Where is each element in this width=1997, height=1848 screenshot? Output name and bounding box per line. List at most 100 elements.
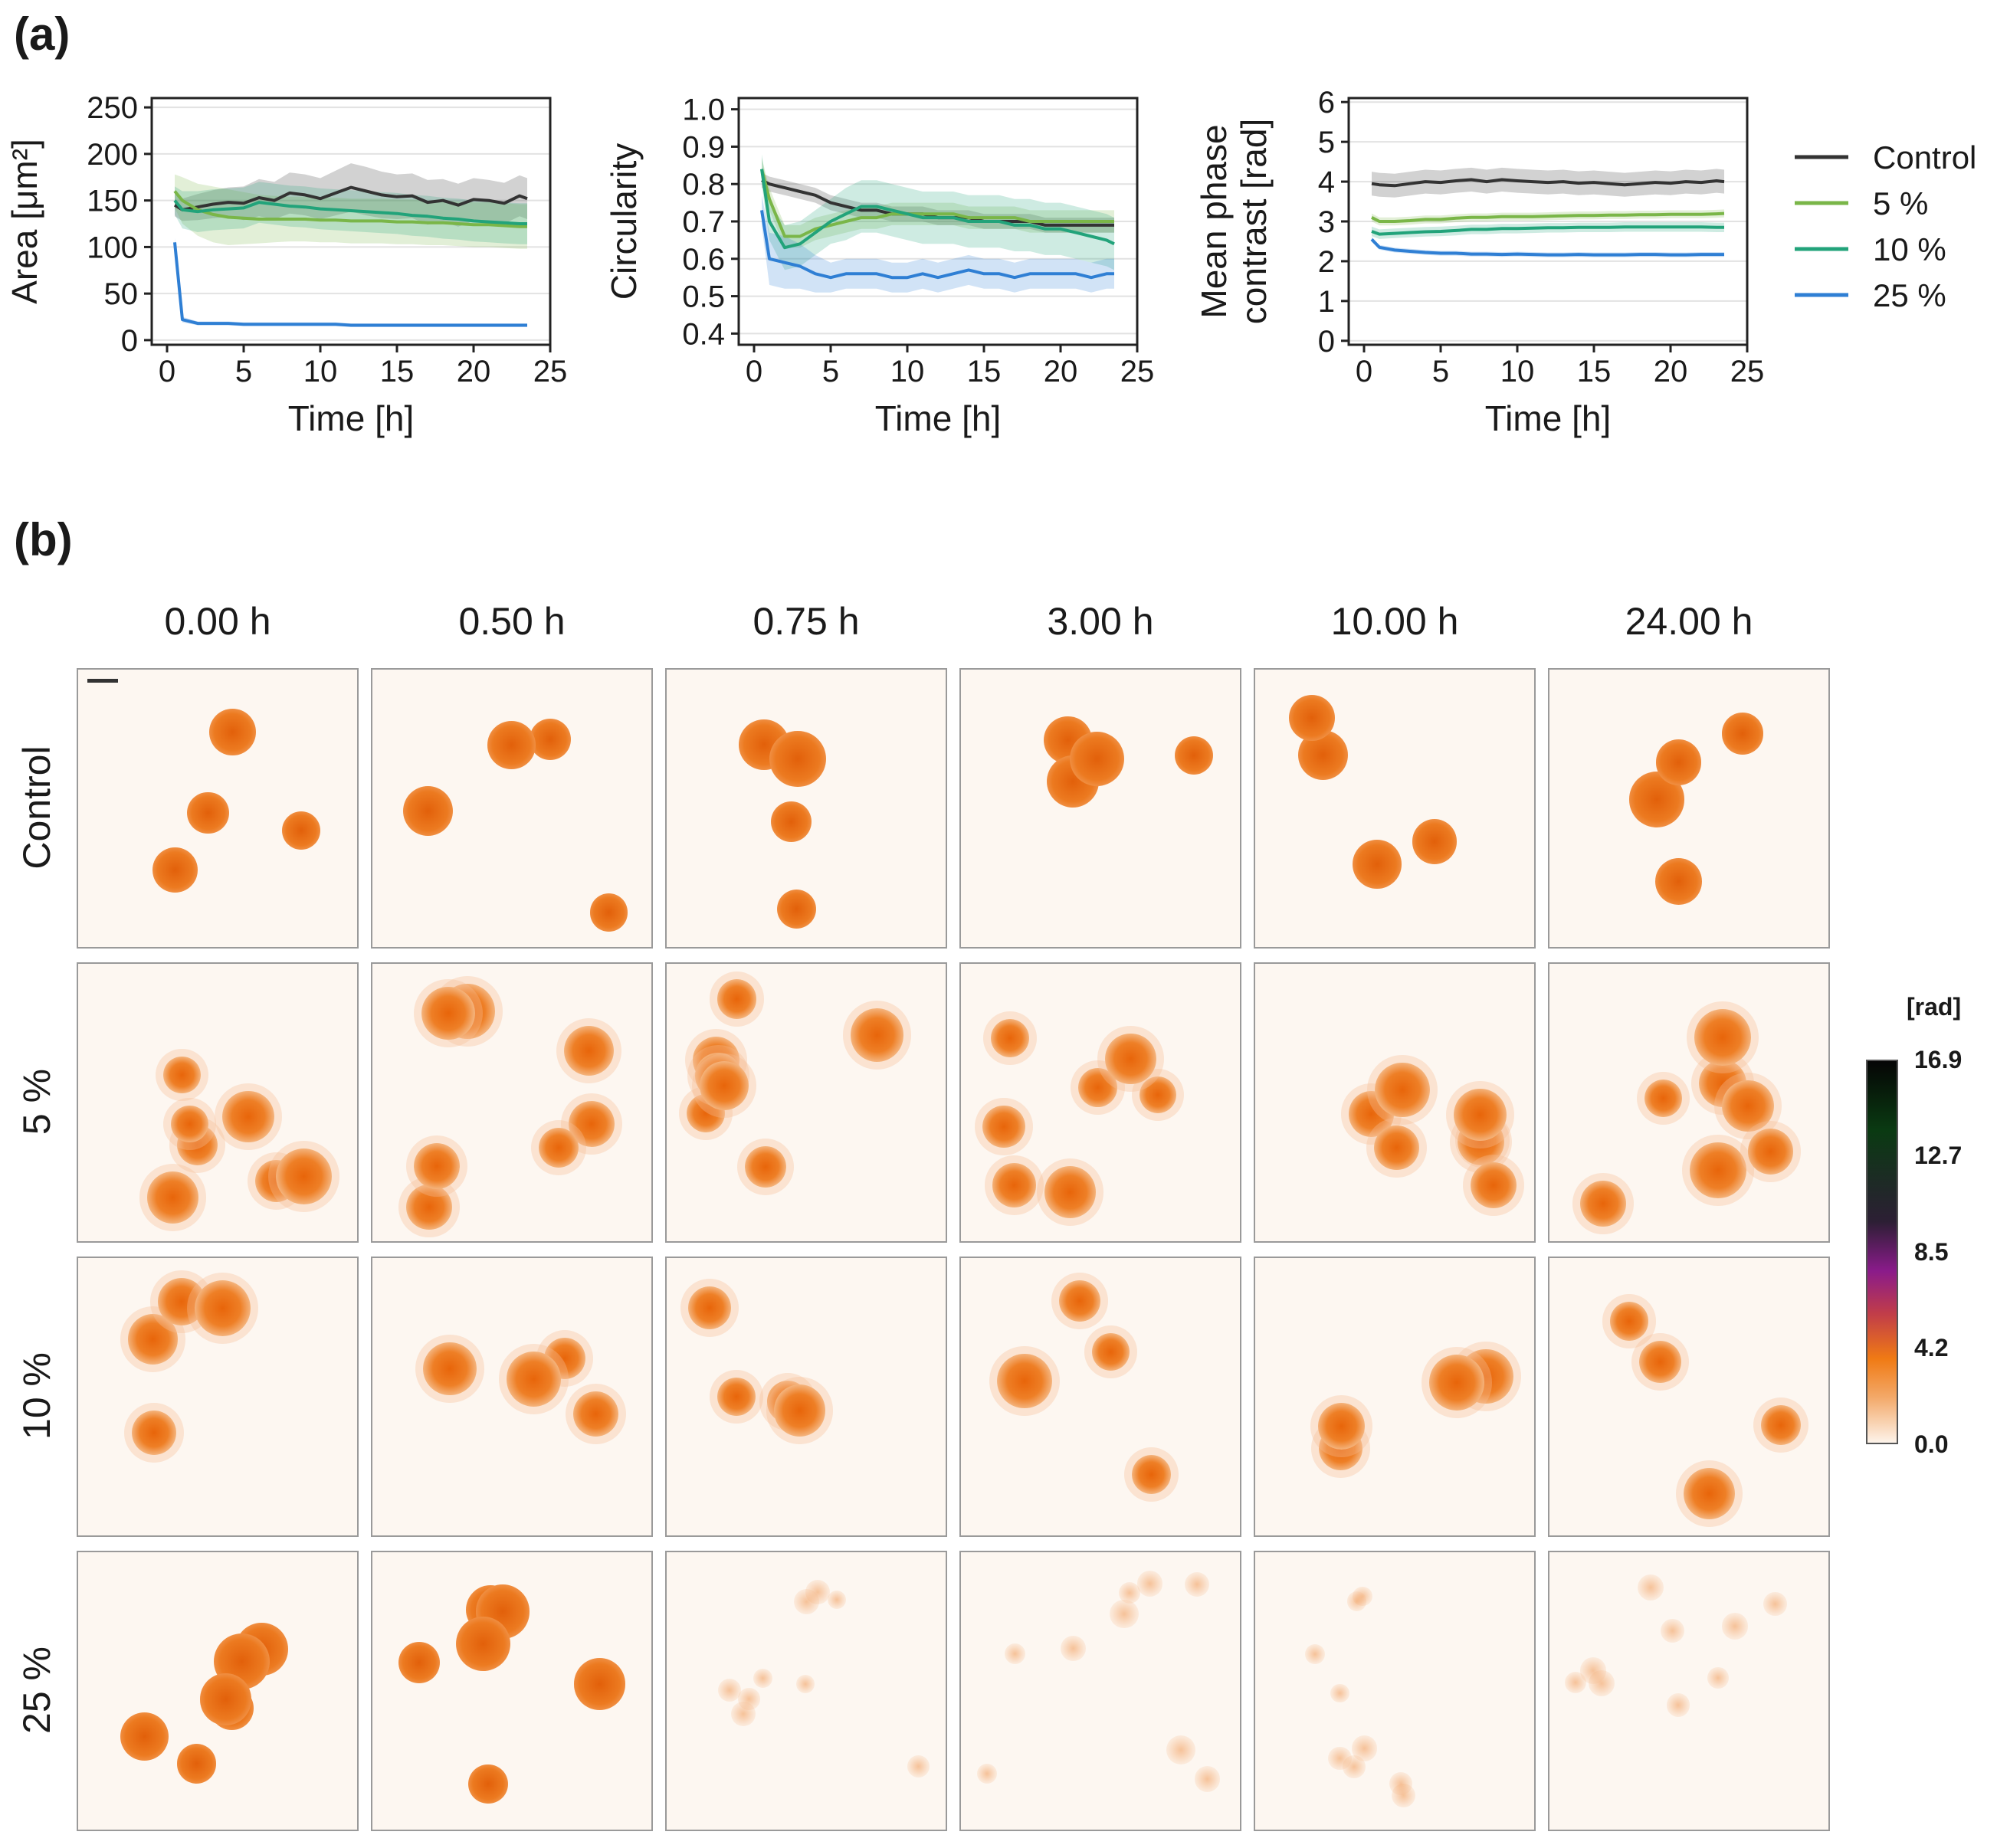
series-line-5pct: [1371, 211, 1725, 223]
micrograph-tile: [1254, 1257, 1536, 1537]
cell-blob: [769, 730, 826, 788]
series-line-control: [1371, 178, 1725, 188]
x-tick-label: 20: [457, 355, 491, 388]
condition-label: Control: [15, 745, 58, 870]
cell-blob: [1166, 1735, 1195, 1765]
cell-blob: [1689, 1142, 1746, 1199]
x-tick-label: 15: [1577, 355, 1612, 388]
cell-blob: [1185, 1571, 1210, 1597]
condition-label: 25 %: [15, 1646, 58, 1734]
micrograph-tile: [371, 962, 653, 1243]
x-tick-label: 10: [890, 355, 925, 388]
cell-blob: [976, 1763, 998, 1784]
legend-label: Control: [1873, 139, 1976, 175]
x-tick-label: 25: [533, 355, 568, 388]
cell-blob: [1330, 1683, 1350, 1703]
cell-blob: [163, 1056, 201, 1094]
legend-label: 5 %: [1873, 185, 1928, 221]
cell-blob: [1194, 1766, 1221, 1792]
cell-blob: [1454, 1088, 1507, 1142]
series-line-25pct: [173, 242, 527, 327]
colorbar-tick-label: 12.7: [1914, 1142, 1963, 1169]
y-tick-label: 250: [87, 91, 138, 125]
x-tick-label: 0: [746, 355, 762, 388]
cell-blob: [1004, 1643, 1026, 1664]
cell-blob: [991, 1019, 1030, 1058]
cell-blob: [1136, 1570, 1163, 1597]
cell-blob: [406, 1184, 452, 1230]
x-tick-label: 10: [1500, 355, 1535, 388]
y-tick-label: 150: [87, 185, 138, 218]
x-axis-label: Time [h]: [875, 398, 1001, 438]
band-25pct: [175, 238, 527, 327]
cell-blob: [744, 1146, 786, 1188]
micrograph-tile: [665, 1257, 947, 1537]
micrograph-tile: [959, 668, 1241, 949]
micrograph-tile: [77, 962, 359, 1243]
cell-blob: [222, 1090, 274, 1143]
band-control: [762, 172, 1114, 233]
micrograph-tile: [77, 668, 359, 949]
cell-blob: [506, 1352, 562, 1407]
cell-blob: [776, 889, 816, 929]
timepoint-label: 10.00 h: [1330, 600, 1459, 643]
series-line-10pct: [760, 169, 1115, 250]
panel-label-b: (b): [14, 514, 73, 565]
y-tick-label: 0.7: [682, 205, 725, 239]
timepoint-label: 24.00 h: [1625, 600, 1753, 643]
colorbar-tick-label: 4.2: [1914, 1334, 1949, 1361]
cell-blob: [1289, 694, 1336, 741]
y-tick-label: 1: [1318, 285, 1335, 319]
cell-blob: [850, 1008, 904, 1062]
y-tick-label: 6: [1318, 86, 1335, 120]
series-line-10pct: [1371, 225, 1724, 236]
series-line-25pct: [760, 210, 1114, 280]
y-tick-label: 50: [104, 277, 139, 311]
micrograph-tile: [371, 1257, 653, 1537]
micrograph-tile: [1548, 668, 1830, 949]
cell-blob: [1637, 1574, 1664, 1601]
cell-blob: [1565, 1672, 1586, 1694]
micrograph-tile: [1548, 1551, 1830, 1831]
cell-blob: [1707, 1667, 1729, 1689]
cell-blob: [1683, 1467, 1735, 1519]
cell-blob: [176, 1744, 216, 1784]
y-tick-label: 200: [87, 138, 138, 172]
cell-blob: [1471, 1162, 1517, 1209]
cell-blob: [1328, 1746, 1352, 1771]
x-tick-label: 10: [303, 355, 338, 388]
cell-blob: [1760, 1405, 1801, 1446]
cell-blob: [1747, 1129, 1794, 1175]
y-tick-label: 0: [1318, 325, 1335, 359]
cell-blob: [1580, 1181, 1626, 1227]
x-tick-label: 25: [1120, 355, 1155, 388]
micrograph-tile: [77, 1257, 359, 1537]
cell-blob: [1655, 857, 1702, 905]
x-tick-label: 5: [822, 355, 839, 388]
series-line-control: [173, 185, 528, 211]
y-tick-label: 2: [1318, 245, 1335, 279]
plot-frame: [150, 97, 552, 346]
cell-blob: [1058, 1280, 1100, 1322]
cell-blob: [423, 1342, 477, 1396]
x-tick-label: 0: [1356, 355, 1372, 388]
cell-blob: [687, 1286, 732, 1330]
y-axis-label: Circularity: [604, 143, 644, 300]
cell-blob: [152, 847, 198, 893]
cell-blob: [1655, 739, 1702, 786]
x-tick-label: 15: [380, 355, 415, 388]
cell-blob: [771, 801, 812, 843]
cell-blob: [398, 1641, 441, 1684]
x-tick-label: 20: [1044, 355, 1078, 388]
cell-blob: [1666, 1693, 1690, 1718]
colorbar: [1866, 1060, 1898, 1444]
micrograph-tile: [1548, 962, 1830, 1243]
cell-blob: [773, 1384, 826, 1437]
cell-blob: [1609, 1302, 1649, 1341]
cell-blob: [1721, 713, 1764, 755]
micrograph-tile: [959, 962, 1241, 1243]
cell-blob: [564, 1025, 615, 1076]
cell-blob: [589, 893, 628, 932]
cell-blob: [992, 1163, 1037, 1207]
timepoint-label: 3.00 h: [1047, 600, 1154, 643]
